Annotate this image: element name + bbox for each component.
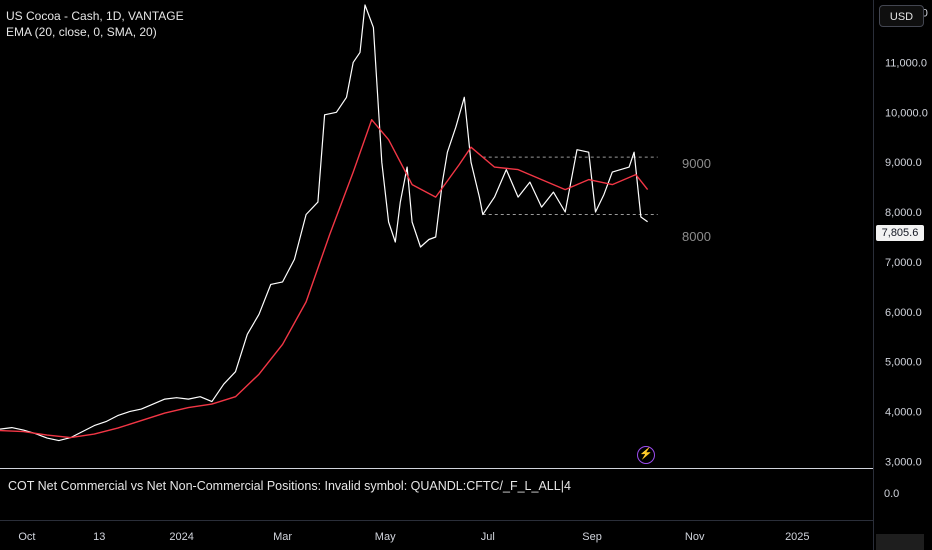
x-tick-label: Nov: [685, 531, 705, 543]
upper-range-label: 9000: [682, 156, 711, 171]
lightning-icon[interactable]: ⚡: [637, 446, 655, 464]
price-series-line[interactable]: [0, 4, 648, 442]
symbol-title[interactable]: US Cocoa - Cash, 1D, VANTAGE: [6, 9, 184, 23]
series-layer: [0, 4, 649, 442]
annotation-lines: 9000 8000: [482, 156, 711, 244]
cot-indicator-label[interactable]: COT Net Commercial vs Net Non-Commercial…: [8, 479, 571, 493]
y-tick-label: 8,000.0: [885, 207, 922, 219]
y-tick-label: 9,000.0: [885, 157, 922, 169]
y-tick-label: 4,000.0: [885, 407, 922, 419]
tick-labels: 3,000.0 4,000.0 5,000.0 6,000.0 7,000.0 8,000…: [18, 7, 927, 543]
x-tick-label: 2025: [785, 531, 809, 543]
indicator-label[interactable]: EMA (20, close, 0, SMA, 20): [6, 25, 157, 39]
y-tick-label: 3,000.0: [885, 457, 922, 469]
lower-range-label: 8000: [682, 229, 711, 244]
ema-series-line[interactable]: [0, 118, 649, 439]
x-tick-label: Oct: [18, 531, 35, 543]
x-tick-label: Jul: [481, 531, 495, 543]
currency-button[interactable]: USD: [879, 5, 924, 27]
y-tick-label: 5,000.0: [885, 357, 922, 369]
axes: [0, 0, 874, 550]
y-tick-label: 7,000.0: [885, 257, 922, 269]
y-tick-label: 10,000.0: [885, 107, 928, 119]
last-price-badge: 7,805.6: [876, 225, 924, 241]
x-tick-label: 13: [93, 531, 105, 543]
x-tick-label: May: [375, 531, 396, 543]
y-tick-label: 11,000.0: [885, 57, 927, 69]
x-tick-label: Sep: [582, 531, 602, 543]
y-tick-label: 6,000.0: [885, 307, 922, 319]
x-tick-label: Mar: [273, 531, 292, 543]
lower-pane-value: 0.0: [884, 488, 900, 500]
axis-settings-corner[interactable]: [876, 534, 924, 550]
x-tick-label: 2024: [169, 531, 193, 543]
